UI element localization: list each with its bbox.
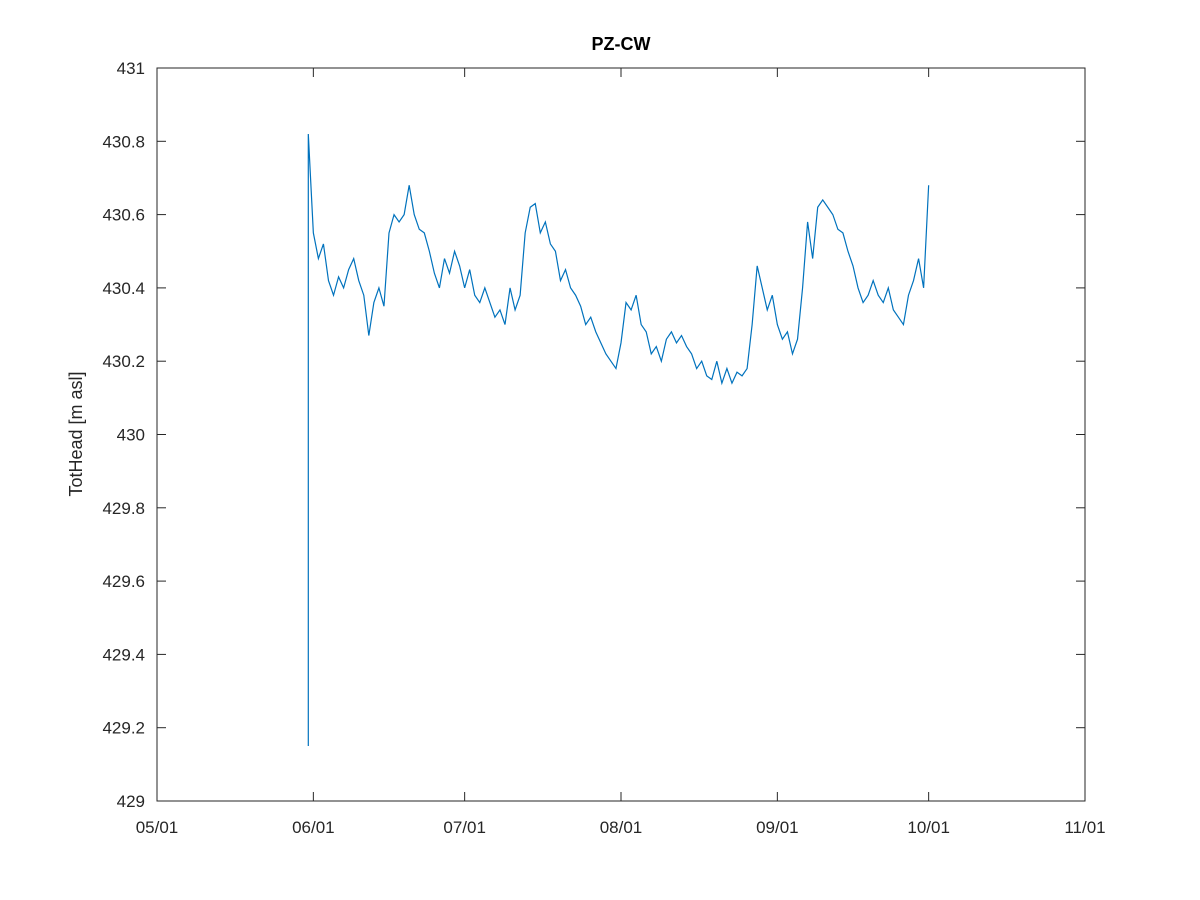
y-tick-label: 430.2 <box>102 352 145 371</box>
y-tick-label: 429.6 <box>102 572 145 591</box>
y-tick-label: 431 <box>117 59 145 78</box>
y-axis-label: TotHead [m asl] <box>66 371 86 496</box>
x-tick-label: 06/01 <box>292 818 335 837</box>
y-tick-label: 430.8 <box>102 132 145 151</box>
x-tick-label: 05/01 <box>136 818 179 837</box>
x-tick-label: 08/01 <box>600 818 643 837</box>
y-tick-label: 429 <box>117 792 145 811</box>
y-tick-label: 430 <box>117 426 145 445</box>
y-tick-label: 429.2 <box>102 719 145 738</box>
plot-area <box>156 67 1086 802</box>
y-tick-label: 430.4 <box>102 279 145 298</box>
chart-title: PZ-CW <box>592 34 651 54</box>
y-tick-label: 429.8 <box>102 499 145 518</box>
y-tick-label: 430.6 <box>102 206 145 225</box>
x-tick-label: 07/01 <box>443 818 486 837</box>
x-tick-label: 09/01 <box>756 818 799 837</box>
data-line <box>307 133 930 747</box>
x-tick-label: 11/01 <box>1064 818 1105 837</box>
y-tick-label: 429.4 <box>102 645 145 664</box>
x-tick-label: 10/01 <box>907 818 950 837</box>
